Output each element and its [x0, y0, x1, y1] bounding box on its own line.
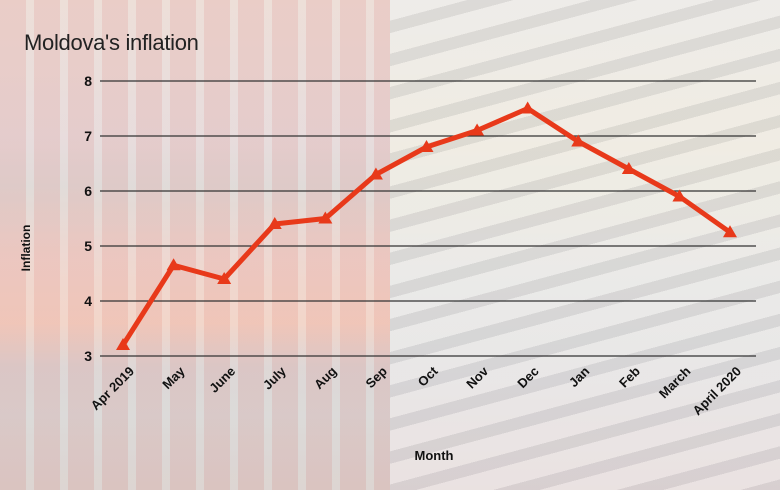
data-point-marker: [267, 217, 282, 229]
data-point-marker: [116, 338, 130, 350]
chart-title: Moldova's inflation: [24, 30, 199, 55]
background-photo-left: [0, 0, 390, 490]
inflation-series: [116, 101, 737, 350]
data-point-marker: [166, 258, 181, 271]
data-point-marker: [571, 134, 586, 147]
data-point-marker: [318, 211, 333, 224]
x-tick-label: Sep: [363, 363, 391, 391]
data-point-marker: [419, 140, 434, 152]
y-tick-label: 4: [84, 293, 92, 309]
data-point-marker: [368, 167, 383, 180]
x-tick-label: May: [159, 363, 188, 392]
y-tick-label: 7: [84, 128, 92, 144]
x-axis-ticks: Apr 2019 May June July Aug Sep Oct Nov Dec Jan Feb…: [88, 363, 744, 418]
x-tick-label: Apr 2019: [88, 364, 137, 413]
gridlines: [100, 80, 756, 357]
x-tick-label: June: [206, 364, 238, 396]
x-tick-label: Jan: [566, 363, 592, 389]
x-tick-label: Nov: [463, 363, 492, 392]
x-tick-label: March: [656, 363, 694, 401]
data-point-marker: [470, 123, 485, 136]
x-tick-label: Oct: [415, 363, 441, 389]
y-tick-label: 8: [84, 73, 92, 89]
y-tick-label: 3: [84, 348, 92, 364]
data-point-marker: [621, 162, 636, 174]
data-point-marker: [672, 189, 687, 202]
x-axis-label: Month: [414, 448, 454, 463]
data-point-marker: [520, 101, 535, 114]
background-photo-right: [390, 0, 780, 490]
x-tick-label: April 2020: [690, 364, 745, 419]
y-axis-ticks: 3 4 5 6 7 8: [84, 73, 92, 364]
x-tick-label: Aug: [311, 363, 340, 392]
data-point-marker: [723, 225, 737, 238]
x-tick-label: July: [260, 363, 290, 393]
y-tick-label: 6: [84, 183, 92, 199]
y-tick-label: 5: [84, 238, 92, 254]
data-point-marker: [217, 272, 232, 284]
x-tick-label: Feb: [616, 363, 643, 390]
x-tick-label: Dec: [514, 364, 541, 391]
